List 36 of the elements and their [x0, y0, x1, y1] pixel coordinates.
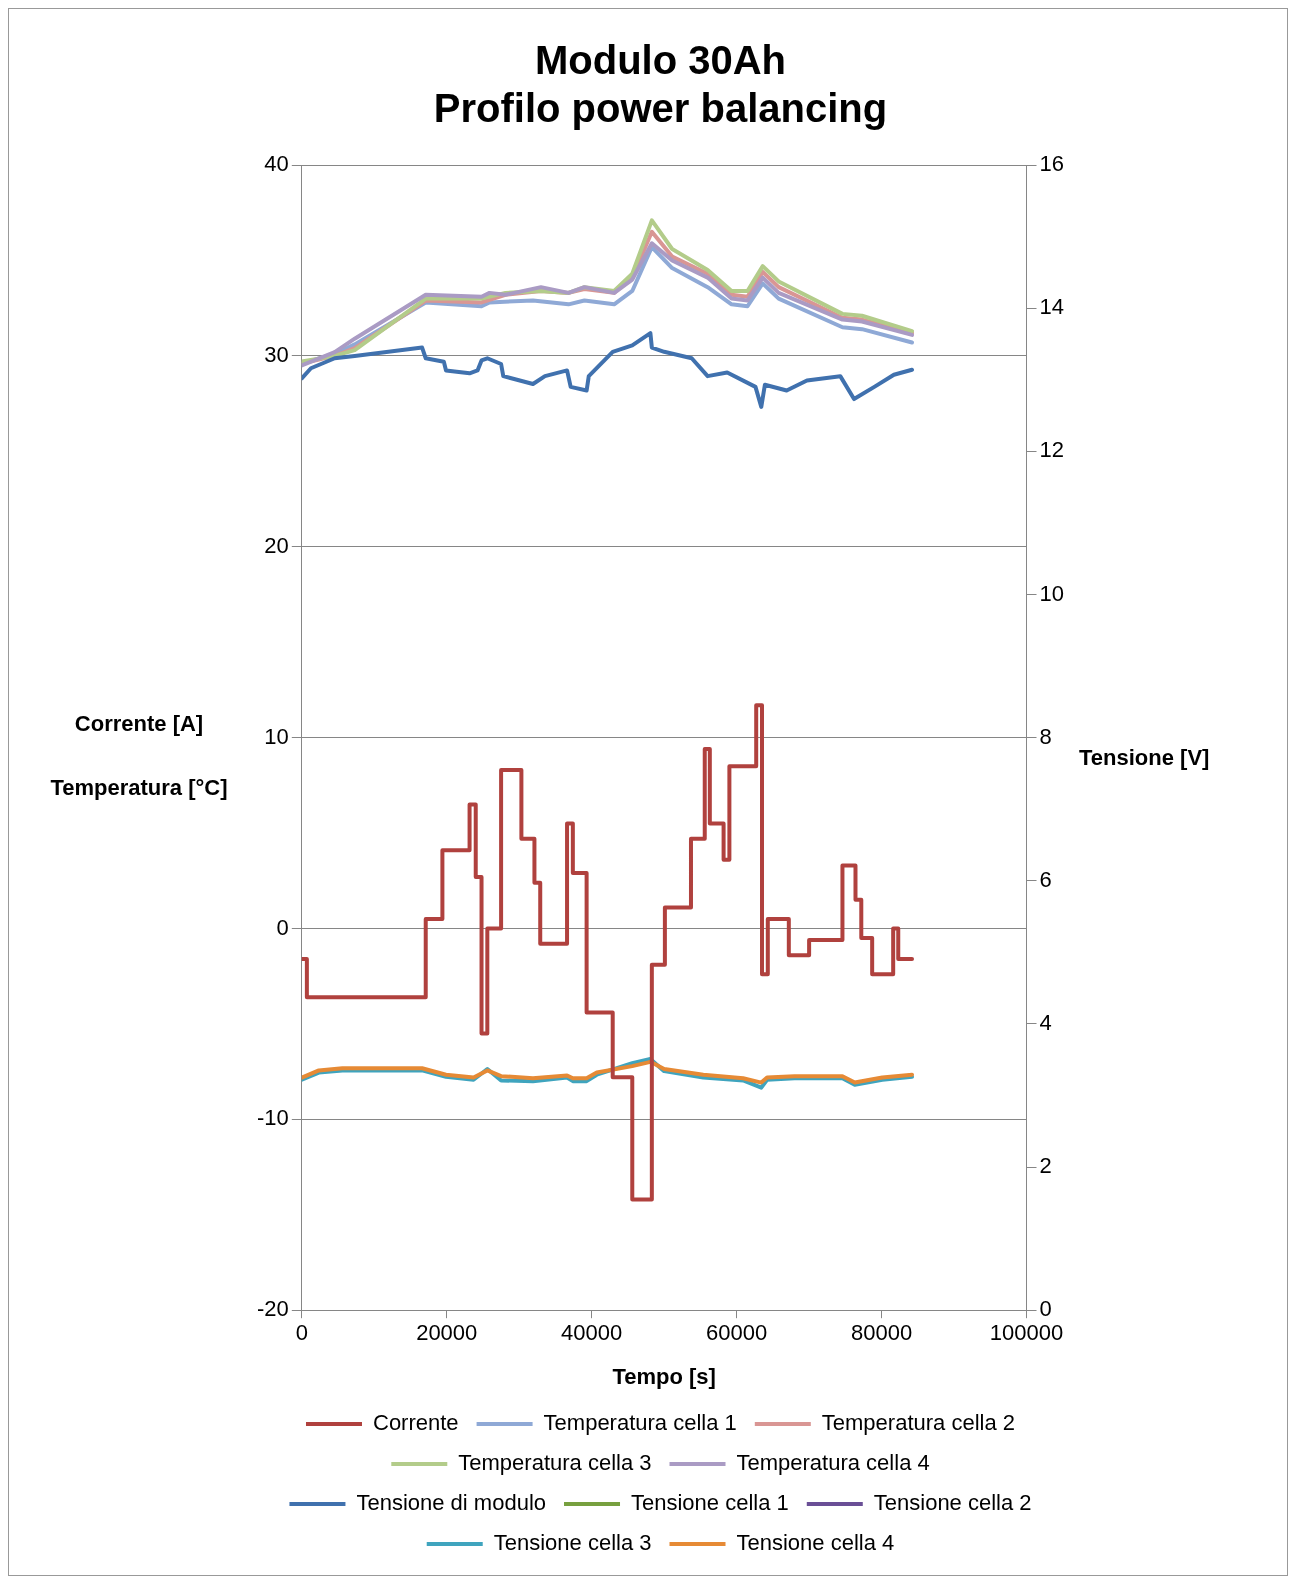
x-tick-label: 80000	[850, 1320, 913, 1346]
y-tick-label: 30	[264, 341, 289, 367]
y-tick-label: 20	[264, 532, 289, 558]
y-tick-label: 10	[264, 723, 289, 749]
chart-title: Modulo 30Ah Profilo power balancing	[433, 38, 888, 131]
y2-tick-label: 14	[1039, 294, 1065, 320]
x-tick-label: 40000	[561, 1320, 623, 1346]
y-tick-label: 40	[264, 151, 289, 177]
x-tick-label: 100000	[989, 1320, 1064, 1346]
legend-label: Corrente	[372, 1410, 459, 1436]
y-tick-label: -20	[257, 1296, 289, 1322]
x-axis-title: Tempo [s]	[612, 1363, 716, 1389]
legend-label: Temperatura cella 2	[821, 1410, 1016, 1436]
x-tick-label: 20000	[416, 1320, 478, 1346]
text: Corrente [A] Temperatura [°C]	[50, 710, 228, 800]
legend-label: Temperatura cella 1	[543, 1410, 737, 1436]
y2-tick-label: 16	[1039, 151, 1065, 177]
y2-tick-label: 6	[1039, 866, 1052, 892]
y-tick-label: 0	[276, 914, 289, 940]
legend-label: Tensione di modulo	[356, 1490, 547, 1516]
legend-label: Temperatura cella 3	[458, 1450, 652, 1476]
y-tick-label: -10	[257, 1105, 289, 1131]
y2-tick-label: 8	[1039, 723, 1052, 749]
legend-label: Tensione cella 4	[736, 1530, 895, 1556]
y2-tick-label: 0	[1039, 1296, 1052, 1322]
y2-tick-label: 10	[1039, 580, 1065, 606]
y2-tick-label: 12	[1039, 437, 1065, 463]
legend-label: Tensione cella 2	[873, 1490, 1032, 1516]
legend-label: Tensione cella 1	[631, 1490, 789, 1516]
y2-axis-title: Tensione [V]	[1079, 744, 1210, 773]
y2-tick-label: 2	[1039, 1153, 1052, 1179]
legend-label: Temperatura cella 4	[736, 1450, 930, 1476]
legend-label: Tensione cella 3	[493, 1530, 652, 1556]
x-tick-label: 0	[295, 1320, 308, 1346]
y2-tick-label: 4	[1039, 1009, 1052, 1035]
x-tick-label: 60000	[706, 1320, 768, 1346]
